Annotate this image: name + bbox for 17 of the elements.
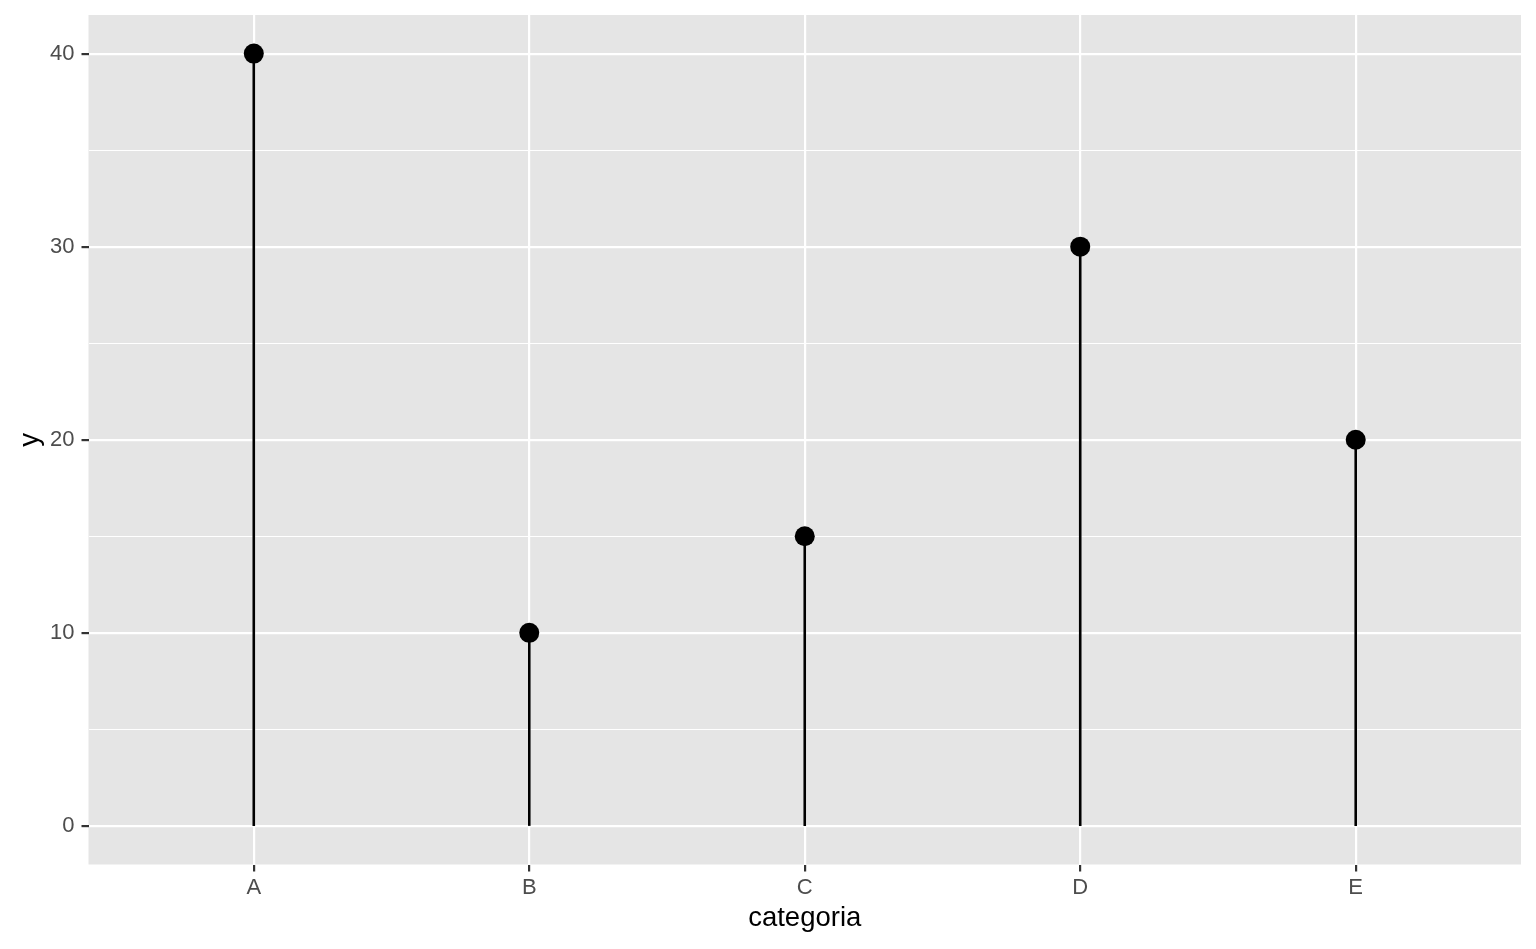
point xyxy=(519,622,540,643)
x-tick-label: A xyxy=(246,873,262,899)
point xyxy=(1070,236,1091,257)
y-tick-label: 40 xyxy=(50,39,75,65)
y-tick-label: 30 xyxy=(50,232,75,258)
point xyxy=(794,526,815,547)
y-tick-label: 20 xyxy=(50,425,75,451)
x-tick-label: E xyxy=(1348,873,1364,899)
point xyxy=(243,43,264,64)
x-tick-label: C xyxy=(796,873,813,899)
y-tick-label: 10 xyxy=(50,618,75,644)
x-tick-label: B xyxy=(521,873,537,899)
x-axis-title: categoria xyxy=(748,900,863,932)
x-tick-label: D xyxy=(1072,873,1089,899)
y-axis-title: y xyxy=(12,432,44,447)
point xyxy=(1345,429,1366,450)
y-tick-label: 0 xyxy=(62,811,75,837)
